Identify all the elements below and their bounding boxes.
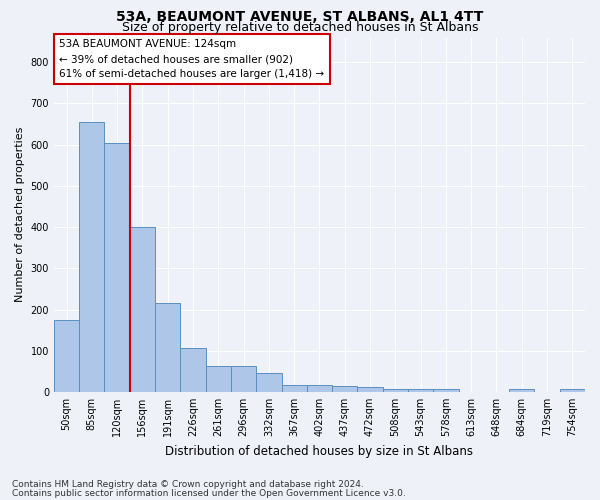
Text: 53A, BEAUMONT AVENUE, ST ALBANS, AL1 4TT: 53A, BEAUMONT AVENUE, ST ALBANS, AL1 4TT	[116, 10, 484, 24]
Bar	[560, 389, 585, 392]
Bar	[358, 386, 383, 392]
Text: 53A BEAUMONT AVENUE: 124sqm
← 39% of detached houses are smaller (902)
61% of se: 53A BEAUMONT AVENUE: 124sqm ← 39% of det…	[59, 40, 325, 79]
Bar	[307, 385, 332, 392]
Y-axis label: Number of detached properties: Number of detached properties	[15, 127, 25, 302]
Bar	[206, 366, 231, 392]
Bar	[509, 388, 535, 392]
Bar	[281, 384, 307, 392]
Bar	[256, 374, 281, 392]
Bar	[231, 366, 256, 392]
X-axis label: Distribution of detached houses by size in St Albans: Distribution of detached houses by size …	[166, 444, 473, 458]
Bar	[408, 389, 433, 392]
Text: Contains HM Land Registry data © Crown copyright and database right 2024.: Contains HM Land Registry data © Crown c…	[12, 480, 364, 489]
Bar	[54, 320, 79, 392]
Bar	[383, 389, 408, 392]
Bar	[433, 389, 458, 392]
Bar	[332, 386, 358, 392]
Bar	[130, 227, 155, 392]
Text: Size of property relative to detached houses in St Albans: Size of property relative to detached ho…	[122, 21, 478, 34]
Bar	[181, 348, 206, 392]
Bar	[104, 142, 130, 392]
Text: Contains public sector information licensed under the Open Government Licence v3: Contains public sector information licen…	[12, 488, 406, 498]
Bar	[155, 304, 181, 392]
Bar	[79, 122, 104, 392]
